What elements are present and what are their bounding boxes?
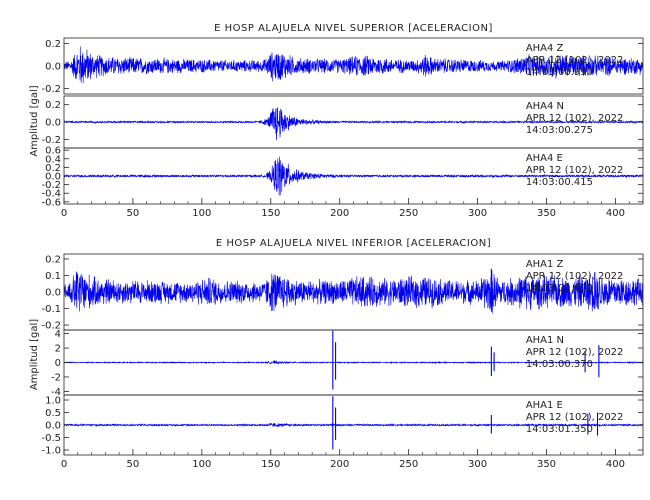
station-label: AHA4 E bbox=[526, 153, 563, 164]
y-tick-label: -0.2 bbox=[41, 321, 61, 332]
waveform-line bbox=[64, 107, 643, 141]
waveform-line bbox=[64, 46, 643, 84]
y-tick-label: 0.6 bbox=[45, 146, 61, 157]
x-tick-label: 100 bbox=[192, 208, 211, 219]
record-time: 14:03:01.600 bbox=[526, 283, 593, 294]
x-tick-label: 0 bbox=[61, 208, 67, 219]
x-tick-label: 300 bbox=[468, 208, 487, 219]
y-tick-label: 4 bbox=[55, 329, 61, 340]
y-tick-label: -2 bbox=[51, 372, 61, 383]
y-tick-label: -0.6 bbox=[41, 197, 61, 208]
waveform-line bbox=[64, 422, 643, 428]
waveform-line bbox=[64, 156, 643, 196]
record-date: APR 12 (102), 2022 bbox=[526, 412, 624, 423]
record-time: 14:03:00.370 bbox=[526, 359, 593, 370]
chart-title: E HOSP ALAJUELA NIVEL INFERIOR [ACELERAC… bbox=[216, 238, 491, 249]
y-tick-label: 0.2 bbox=[45, 39, 61, 50]
y-tick-label: 2 bbox=[55, 344, 61, 355]
y-tick-label: 0.0 bbox=[45, 421, 61, 432]
y-tick-label: -1.0 bbox=[41, 446, 61, 457]
y-tick-label: 1.0 bbox=[45, 396, 61, 407]
x-tick-label: 200 bbox=[330, 459, 349, 470]
x-tick-label: 0 bbox=[61, 459, 67, 470]
y-tick-label: 0.2 bbox=[45, 100, 61, 111]
y-tick-label: -0.2 bbox=[41, 84, 61, 95]
station-label: AHA4 Z bbox=[526, 43, 564, 54]
y-axis-label: Amplitud [gal] bbox=[29, 319, 40, 390]
x-tick-label: 150 bbox=[261, 208, 280, 219]
y-tick-label: 0 bbox=[55, 358, 61, 369]
record-date: APR 12 (102), 2022 bbox=[526, 271, 624, 282]
x-tick-label: 400 bbox=[606, 459, 625, 470]
waveform-line bbox=[64, 270, 643, 314]
x-tick-label: 350 bbox=[537, 459, 556, 470]
y-tick-label: 0.0 bbox=[45, 172, 61, 183]
record-date: APR 12 (102), 2022 bbox=[526, 55, 624, 66]
y-tick-label: 0.0 bbox=[45, 118, 61, 129]
record-date: APR 12 (102), 2022 bbox=[526, 113, 624, 124]
y-tick-label: -0.2 bbox=[41, 135, 61, 146]
y-tick-label: -0.5 bbox=[41, 433, 61, 444]
x-tick-label: 400 bbox=[606, 208, 625, 219]
x-tick-label: 250 bbox=[399, 208, 418, 219]
y-tick-label: 0.2 bbox=[45, 163, 61, 174]
chart-title: E HOSP ALAJUELA NIVEL SUPERIOR [ACELERAC… bbox=[214, 23, 493, 34]
panel-nivel-inferior: E HOSP ALAJUELA NIVEL INFERIOR [ACELERAC… bbox=[29, 238, 644, 470]
waveform-line bbox=[64, 359, 643, 365]
record-time: 14:03:01.350 bbox=[526, 424, 593, 435]
x-tick-label: 300 bbox=[468, 459, 487, 470]
y-axis-label: Amplitud [gal] bbox=[29, 85, 40, 156]
y-tick-label: 0.1 bbox=[45, 271, 61, 282]
station-label: AHA1 Z bbox=[526, 259, 564, 270]
record-date: APR 12 (102), 2022 bbox=[526, 347, 624, 358]
y-tick-label: 0.5 bbox=[45, 408, 61, 419]
y-tick-label: -0.1 bbox=[41, 304, 61, 315]
station-label: AHA4 N bbox=[526, 101, 564, 112]
y-tick-label: -0.2 bbox=[41, 180, 61, 191]
y-tick-label: 0.2 bbox=[45, 254, 61, 265]
x-tick-label: 50 bbox=[127, 208, 140, 219]
x-tick-label: 200 bbox=[330, 208, 349, 219]
y-tick-label: -0.4 bbox=[41, 189, 61, 200]
record-time: 14:03:00.415 bbox=[526, 177, 593, 188]
y-tick-label: 0.4 bbox=[45, 154, 61, 165]
x-tick-label: 250 bbox=[399, 459, 418, 470]
record-date: APR 12 (102), 2022 bbox=[526, 165, 624, 176]
y-tick-label: 0.0 bbox=[45, 288, 61, 299]
record-time: 14:03:00.275 bbox=[526, 125, 593, 136]
x-tick-label: 100 bbox=[192, 459, 211, 470]
station-label: AHA1 E bbox=[526, 400, 563, 411]
x-tick-label: 50 bbox=[127, 459, 140, 470]
x-tick-label: 350 bbox=[537, 208, 556, 219]
station-label: AHA1 N bbox=[526, 335, 564, 346]
y-tick-label: 0.0 bbox=[45, 62, 61, 73]
record-time: 14:03:00.990 bbox=[526, 67, 593, 78]
y-tick-label: -4 bbox=[51, 387, 61, 398]
x-tick-label: 150 bbox=[261, 459, 280, 470]
panel-nivel-superior: E HOSP ALAJUELA NIVEL SUPERIOR [ACELERAC… bbox=[29, 23, 644, 219]
